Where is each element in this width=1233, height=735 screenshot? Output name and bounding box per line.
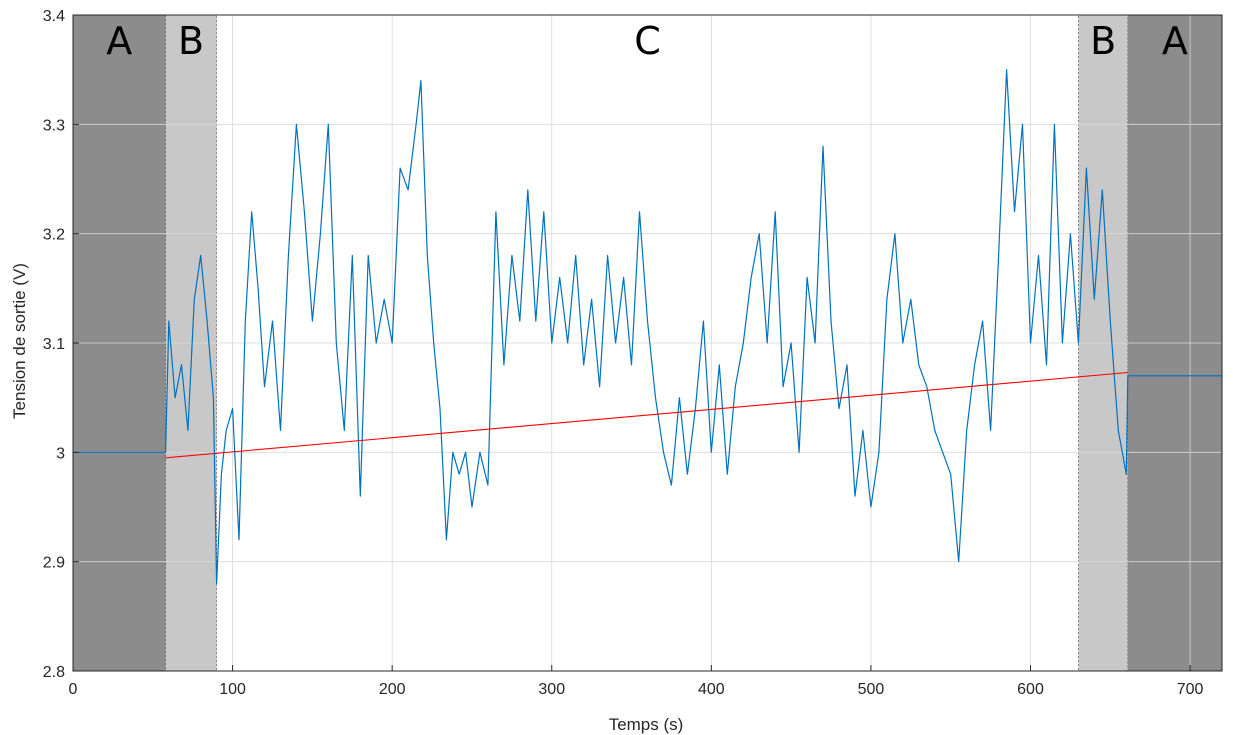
y-axis-title: Tension de sortie (V)	[10, 263, 29, 419]
x-tick-label-4: 400	[698, 681, 725, 698]
region-label-4: A	[1162, 19, 1188, 63]
y-tick-label-1: 2.9	[43, 555, 65, 572]
y-tick-label-0: 2.8	[43, 664, 65, 681]
y-tick-label-4: 3.2	[43, 227, 65, 244]
region-label-2: C	[634, 19, 661, 63]
x-tick-label-5: 500	[858, 681, 885, 698]
region-label-1: B	[178, 19, 204, 63]
x-tick-label-1: 100	[219, 681, 246, 698]
y-tick-label-6: 3.4	[43, 8, 65, 25]
series-line-1	[165, 371, 1128, 459]
x-tick-label-0: 0	[69, 681, 78, 698]
tick-labels: 0 100 200 300 400 500 600 700 2.8 2.9 3 3.1 3.2 3.3 3.…	[43, 8, 1204, 698]
x-tick-label-6: 600	[1017, 681, 1044, 698]
y-tick-label-5: 3.3	[43, 117, 65, 134]
series-line-0	[73, 69, 1222, 585]
x-tick-label-2: 200	[379, 681, 406, 698]
y-tick-label-3: 3.1	[43, 336, 65, 353]
x-tick-label-3: 300	[538, 681, 565, 698]
y-tick-label-2: 3	[56, 445, 65, 462]
x-tick-label-7: 700	[1177, 681, 1204, 698]
region-label-3: B	[1090, 19, 1116, 63]
grid-lines	[72, 14, 1222, 672]
series-layer	[73, 69, 1222, 585]
x-axis-title: Temps (s)	[609, 715, 684, 734]
region-label-0: A	[106, 19, 132, 63]
